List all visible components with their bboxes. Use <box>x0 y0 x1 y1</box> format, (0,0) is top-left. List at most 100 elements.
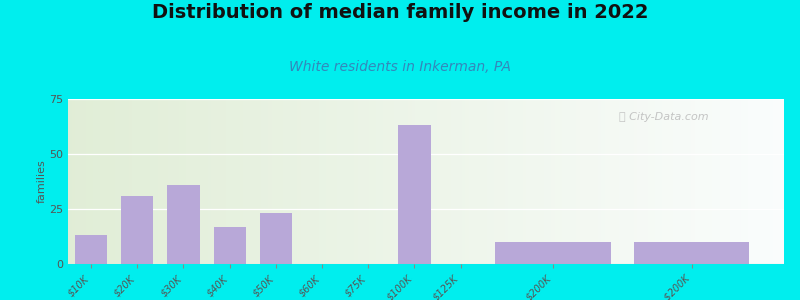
Bar <box>644 99 648 264</box>
Bar <box>179 99 182 264</box>
Bar <box>680 99 684 264</box>
Text: White residents in Inkerman, PA: White residents in Inkerman, PA <box>289 60 511 74</box>
Bar <box>630 99 634 264</box>
Bar <box>405 99 408 264</box>
Bar <box>612 99 616 264</box>
Bar <box>426 99 430 264</box>
Bar <box>440 99 444 264</box>
Bar <box>473 99 476 264</box>
Bar <box>454 99 458 264</box>
Bar <box>515 99 519 264</box>
Bar <box>126 99 129 264</box>
Bar <box>165 99 168 264</box>
Bar <box>229 99 233 264</box>
Bar <box>490 99 494 264</box>
Bar <box>662 99 666 264</box>
Bar <box>487 99 490 264</box>
Bar <box>146 99 150 264</box>
Bar <box>698 99 702 264</box>
Bar <box>383 99 386 264</box>
Bar <box>351 99 354 264</box>
Bar <box>75 99 78 264</box>
Bar <box>408 99 412 264</box>
Bar <box>562 99 566 264</box>
Bar <box>240 99 243 264</box>
Bar <box>752 99 755 264</box>
Bar <box>386 99 390 264</box>
Bar <box>444 99 447 264</box>
Bar <box>480 99 483 264</box>
Bar <box>719 99 723 264</box>
Bar <box>495 242 610 264</box>
Bar <box>494 99 498 264</box>
Bar <box>670 99 673 264</box>
Bar <box>136 99 139 264</box>
Bar <box>86 99 90 264</box>
Bar <box>447 99 451 264</box>
Bar <box>354 99 358 264</box>
Bar <box>269 99 272 264</box>
Bar <box>573 99 576 264</box>
Bar <box>566 99 570 264</box>
Bar <box>512 99 515 264</box>
Bar <box>233 99 236 264</box>
Bar <box>186 99 190 264</box>
Bar <box>501 99 505 264</box>
Bar <box>619 99 623 264</box>
Bar <box>250 99 254 264</box>
Bar <box>570 99 573 264</box>
Bar <box>712 99 716 264</box>
Bar <box>522 99 526 264</box>
Bar <box>254 99 258 264</box>
Bar <box>638 99 641 264</box>
Bar <box>677 99 680 264</box>
Bar <box>301 99 304 264</box>
Bar <box>590 99 594 264</box>
Bar <box>247 99 250 264</box>
Bar <box>315 99 318 264</box>
Bar <box>376 99 379 264</box>
Bar <box>422 99 426 264</box>
Bar <box>214 99 218 264</box>
Bar <box>433 99 437 264</box>
Bar <box>684 99 687 264</box>
Bar <box>462 99 466 264</box>
Bar <box>390 99 394 264</box>
Bar <box>623 99 626 264</box>
Bar <box>580 99 583 264</box>
Bar <box>143 99 146 264</box>
Bar <box>394 99 398 264</box>
Bar <box>594 99 598 264</box>
Bar <box>318 99 322 264</box>
Bar <box>530 99 534 264</box>
Bar <box>208 99 211 264</box>
Bar <box>616 99 619 264</box>
Bar <box>333 99 337 264</box>
Bar <box>641 99 644 264</box>
Bar <box>311 99 315 264</box>
Bar <box>687 99 691 264</box>
Bar <box>548 99 551 264</box>
Bar <box>322 99 326 264</box>
Bar <box>218 99 222 264</box>
Bar <box>369 99 372 264</box>
Bar <box>706 99 709 264</box>
Bar <box>133 99 136 264</box>
Bar <box>93 99 97 264</box>
Bar <box>236 99 240 264</box>
Bar <box>738 99 741 264</box>
Bar <box>541 99 544 264</box>
Bar <box>648 99 651 264</box>
Bar <box>167 185 200 264</box>
Bar <box>190 99 194 264</box>
Bar <box>777 99 781 264</box>
Bar <box>214 226 246 264</box>
Bar <box>430 99 433 264</box>
Bar <box>534 99 537 264</box>
Bar <box>476 99 480 264</box>
Bar <box>419 99 422 264</box>
Bar <box>340 99 344 264</box>
Bar <box>297 99 301 264</box>
Bar <box>358 99 362 264</box>
Bar <box>175 99 179 264</box>
